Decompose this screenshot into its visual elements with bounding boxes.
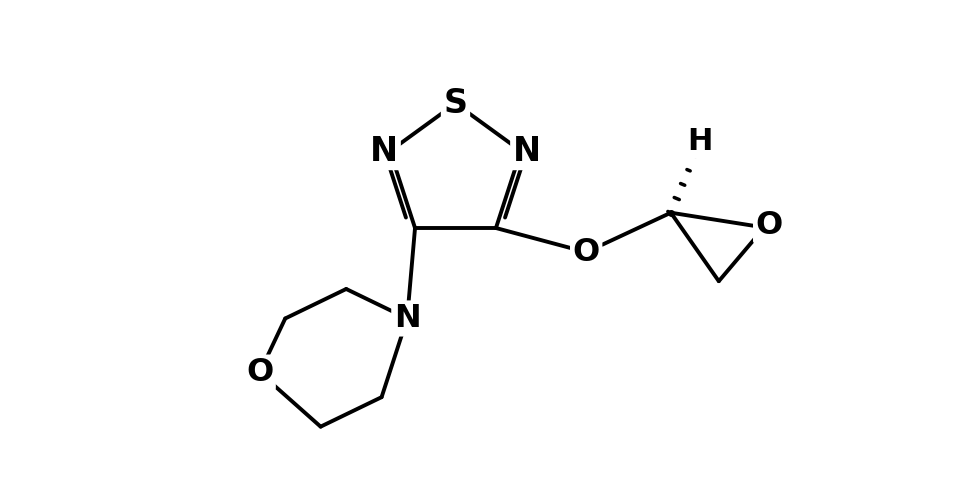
Text: N: N <box>513 135 541 167</box>
Text: O: O <box>756 210 783 241</box>
Text: O: O <box>246 357 273 388</box>
Text: H: H <box>688 127 713 156</box>
Text: O: O <box>573 236 600 268</box>
Text: S: S <box>444 87 467 120</box>
Text: N: N <box>393 303 421 334</box>
Text: N: N <box>370 135 398 167</box>
